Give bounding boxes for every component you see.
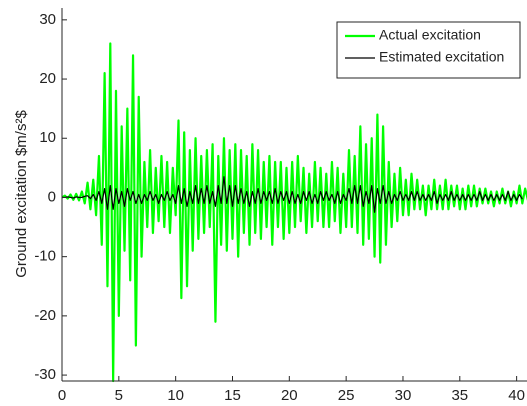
x-tick-label: 40 [508,387,525,404]
x-tick-label: 35 [451,387,468,404]
legend: Actual excitation Estimated excitation [336,21,521,79]
data-line [62,176,523,213]
y-tick-label: -10 [34,248,56,265]
y-tick-label: -20 [34,307,56,324]
y-tick-label: 0 [48,188,56,205]
x-tick-label: 0 [58,387,66,404]
legend-box [336,21,521,79]
x-tick-label: 20 [281,387,298,404]
x-tick-label: 30 [395,387,412,404]
data-line [61,42,527,383]
y-tick-label: 10 [39,129,56,146]
y-tick-label: -30 [34,366,56,383]
y-axis-label: Ground excitation $m/s²$ [13,110,30,278]
x-tick-label: 25 [338,387,355,404]
legend-label: Actual excitation [379,27,481,43]
legend-label: Estimated excitation [379,49,504,65]
y-tick-label: 20 [39,70,56,87]
x-tick-label: 15 [224,387,241,404]
x-tick-label: 10 [167,387,184,404]
y-tick-label: 30 [39,11,56,28]
x-tick-label: 5 [115,387,123,404]
